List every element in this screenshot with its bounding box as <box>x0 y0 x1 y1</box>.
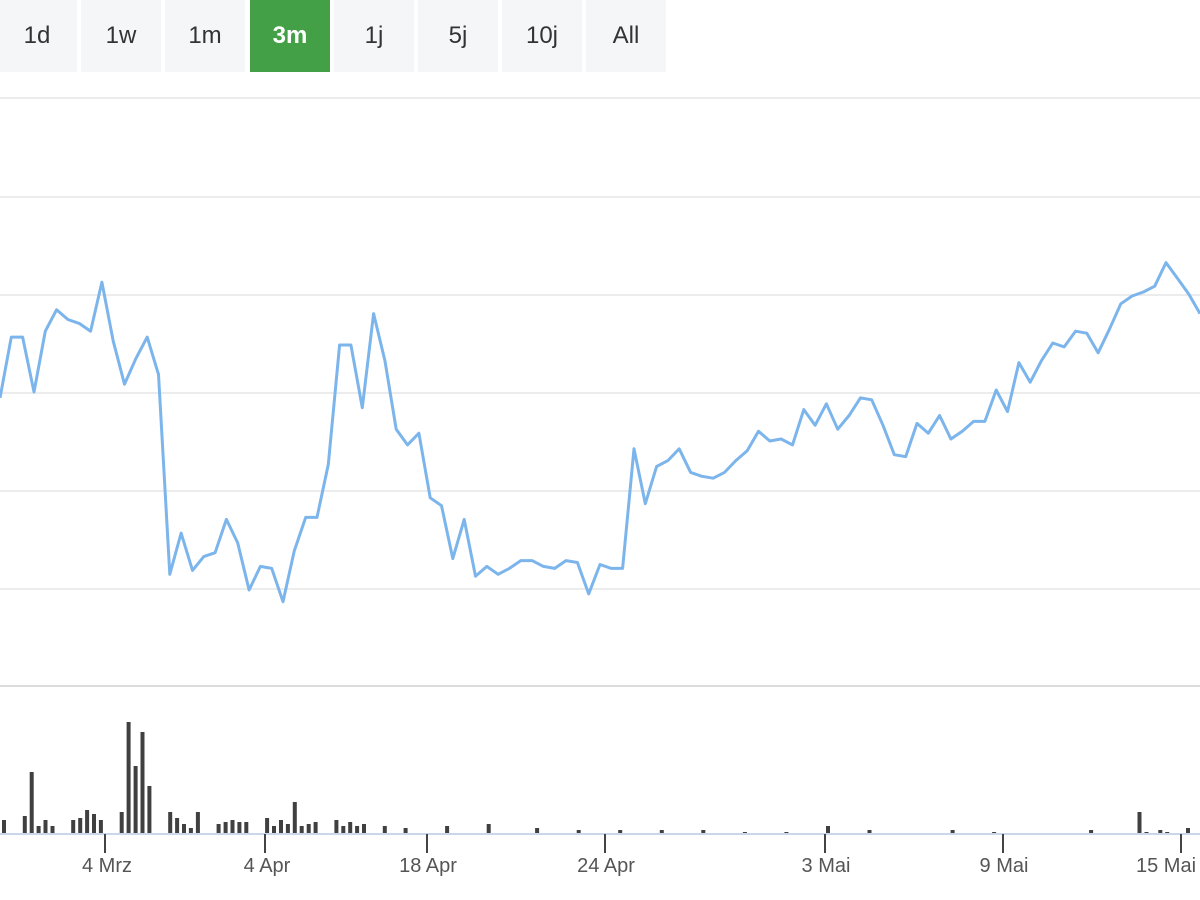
volume-bar-33 <box>230 820 235 834</box>
volume-bar-51 <box>355 826 360 834</box>
range-button-10j[interactable]: 10j <box>502 0 582 72</box>
volume-bar-171 <box>1186 828 1190 834</box>
volume-bar-83 <box>576 830 581 834</box>
volume-bar-11 <box>78 818 83 834</box>
volume-bar-12 <box>85 810 90 834</box>
x-tick-label-3: 24 Apr <box>577 855 635 877</box>
volume-bar-34 <box>237 822 242 834</box>
volume-bar-39 <box>272 826 276 834</box>
volume-bar-13 <box>92 814 96 834</box>
volume-bar-10 <box>71 820 76 834</box>
volume-bar-58 <box>403 828 408 834</box>
volume-bar-70 <box>486 824 491 834</box>
volume-bar-50 <box>348 822 353 834</box>
volume-bar-77 <box>535 828 540 834</box>
volume-bar-14 <box>98 820 103 834</box>
volume-bar-20 <box>140 732 145 834</box>
x-tick-label-1: 4 Apr <box>244 855 291 877</box>
volume-bar-42 <box>292 802 297 834</box>
volume-bar-55 <box>382 826 387 834</box>
volume-bar-6 <box>43 820 48 834</box>
volume-bar-41 <box>285 824 290 834</box>
volume-bar-52 <box>362 824 366 834</box>
volume-bar-31 <box>216 824 221 834</box>
range-button-1w[interactable]: 1w <box>81 0 161 72</box>
volume-bar-44 <box>306 824 311 834</box>
volume-bar-45 <box>313 822 318 834</box>
volume-bar-64 <box>445 826 450 834</box>
volume-bar-125 <box>867 830 872 834</box>
volume-bar-38 <box>265 818 270 834</box>
volume-bar-49 <box>341 826 346 834</box>
price-line <box>0 261 1200 604</box>
volume-bar-28 <box>195 812 200 834</box>
volume-bar-48 <box>334 820 339 834</box>
volume-bar-164 <box>1137 812 1142 834</box>
volume-bar-101 <box>701 830 706 834</box>
volume-bar-27 <box>188 828 193 834</box>
volume-bar-3 <box>22 816 27 834</box>
volume-bar-24 <box>168 812 173 834</box>
volume-bar-95 <box>659 830 664 834</box>
x-tick-label-2: 18 Apr <box>399 855 457 877</box>
volume-bar-25 <box>175 818 180 834</box>
volume-bar-89 <box>618 830 623 834</box>
range-selector: 1d 1w 1m 3m 1j 5j 10j All <box>0 0 1200 72</box>
x-tick-label-0: 4 Mrz <box>82 855 132 877</box>
volume-bar-119 <box>826 826 830 834</box>
volume-bar-0 <box>2 820 6 834</box>
range-button-1m[interactable]: 1m <box>165 0 245 72</box>
range-button-1d[interactable]: 1d <box>0 0 77 72</box>
range-button-5j[interactable]: 5j <box>418 0 498 72</box>
volume-bar-21 <box>147 786 152 834</box>
volume-bar-17 <box>119 812 124 834</box>
volume-bar-40 <box>279 820 283 834</box>
volume-bar-43 <box>299 826 304 834</box>
x-tick-label-4: 3 Mai <box>802 855 851 877</box>
volume-bar-18 <box>126 722 131 834</box>
volume-bar-26 <box>182 824 186 834</box>
volume-bar-4 <box>29 772 34 834</box>
x-tick-label-6: 15 Mai <box>1136 855 1196 877</box>
volume-bar-35 <box>244 822 249 834</box>
volume-bar-157 <box>1089 830 1094 834</box>
volume-bar-167 <box>1158 830 1163 834</box>
volume-bar-5 <box>36 826 41 834</box>
range-button-1j[interactable]: 1j <box>334 0 414 72</box>
volume-bar-32 <box>223 822 228 834</box>
range-button-all[interactable]: All <box>586 0 666 72</box>
volume-bar-137 <box>950 830 955 834</box>
x-tick-label-5: 9 Mai <box>980 855 1029 877</box>
volume-bar-7 <box>50 826 55 834</box>
range-button-3m[interactable]: 3m <box>250 0 330 72</box>
volume-bar-19 <box>133 766 138 834</box>
